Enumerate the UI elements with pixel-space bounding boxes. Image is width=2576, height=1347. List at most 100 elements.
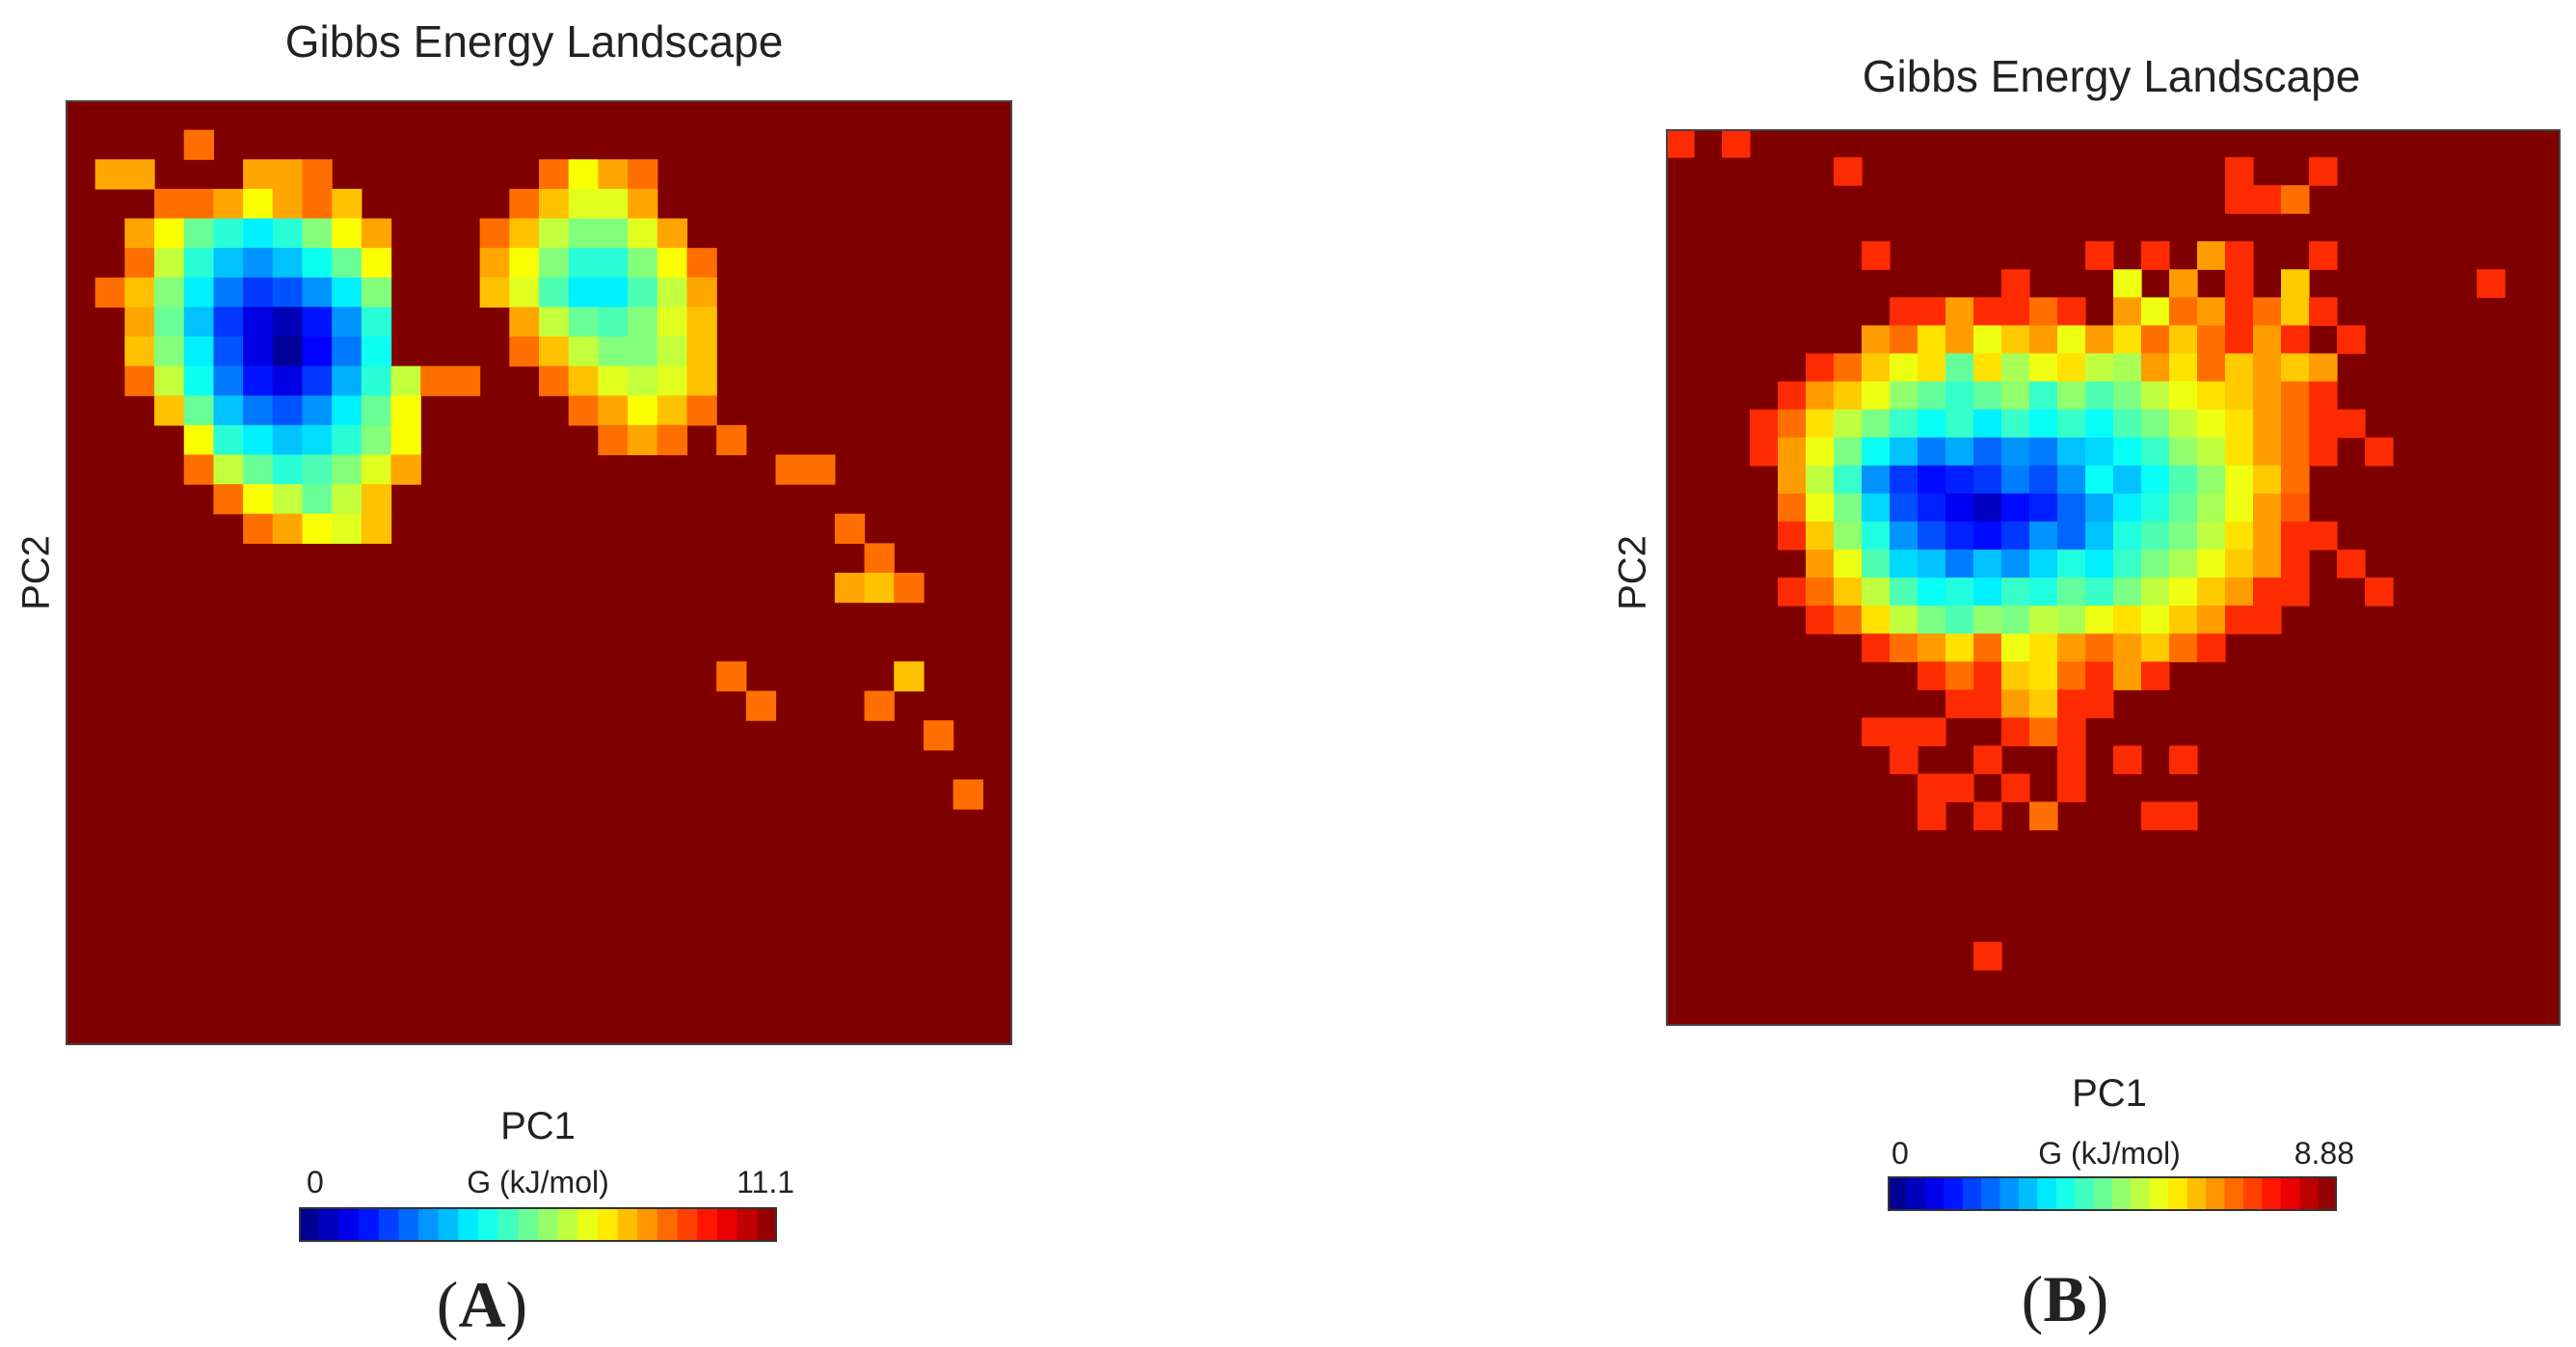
heatmap-cell: [243, 159, 274, 190]
heatmap-cell: [2281, 493, 2310, 523]
heatmap-cell: [213, 365, 244, 396]
heatmap-cell: [213, 395, 244, 426]
heatmap-cell: [1890, 409, 1919, 439]
heatmap-cell: [302, 395, 333, 426]
colorbar-segment: [418, 1207, 440, 1242]
heatmap-cell: [2253, 493, 2282, 523]
colorbar-segment: [1981, 1176, 2001, 1211]
heatmap-cell: [598, 365, 629, 396]
heatmap-cell: [2057, 409, 2086, 439]
heatmap-cell: [361, 513, 392, 544]
heatmap-cell: [272, 513, 304, 544]
colorbar-segment: [359, 1207, 380, 1242]
heatmap-cell: [2141, 465, 2170, 495]
heatmap-cell: [1834, 381, 1863, 411]
heatmap-cell: [2113, 549, 2142, 579]
heatmap-cell: [2225, 521, 2254, 551]
colorbar-segment: [717, 1207, 738, 1242]
colorbar-segment: [697, 1207, 718, 1242]
heatmap-cell: [1834, 157, 1863, 186]
heatmap-cell: [272, 337, 304, 367]
heatmap-cell: [302, 424, 333, 456]
heatmap-cell: [2141, 661, 2170, 690]
heatmap-cell: [361, 307, 392, 337]
plot-frame: [66, 100, 1012, 1045]
heatmap-cell: [2113, 297, 2142, 327]
heatmap-cell: [2141, 325, 2170, 355]
heatmap-cell: [2001, 606, 2030, 634]
heatmap-cell: [2001, 465, 2030, 495]
heatmap-cell: [1862, 241, 1891, 270]
heatmap-cell: [1918, 465, 1946, 495]
heatmap-cell: [598, 188, 629, 220]
heatmap-cell: [2001, 325, 2030, 355]
heatmap-cell: [1890, 549, 1919, 579]
heatmap-cell: [568, 365, 599, 396]
heatmap-cell: [2029, 353, 2058, 383]
heatmap-cell: [243, 188, 274, 220]
heatmap-cell: [628, 277, 658, 308]
heatmap-cell: [183, 218, 215, 249]
heatmap-cell: [243, 248, 274, 279]
heatmap-cell: [2029, 689, 2058, 718]
heatmap-cell: [2281, 578, 2310, 606]
heatmap-cell: [154, 218, 185, 249]
heatmap-cell: [509, 307, 540, 337]
heatmap-cell: [183, 395, 215, 426]
colorbar-segment: [1944, 1176, 1964, 1211]
heatmap-cell: [272, 365, 304, 396]
heatmap-cell: [1973, 661, 2002, 690]
heatmap-cell: [2113, 269, 2142, 298]
heatmap-cell: [2197, 325, 2226, 355]
heatmap-cell: [1834, 549, 1863, 579]
heatmap-cell: [124, 218, 155, 249]
heatmap-cell: [1778, 578, 1807, 606]
heatmap-cell: [2029, 549, 2058, 579]
heatmap-cell: [272, 395, 304, 426]
heatmap-cell: [332, 424, 362, 456]
heatmap-cell: [1973, 549, 2002, 579]
heatmap-cell: [2001, 297, 2030, 327]
heatmap-cell: [361, 454, 392, 485]
heatmap-cell: [2169, 493, 2198, 523]
heatmap-cell: [479, 277, 510, 308]
heatmap-cell: [598, 277, 629, 308]
heatmap-cell: [243, 307, 274, 337]
heatmap-cell: [1778, 493, 1807, 523]
heatmap-cell: [539, 307, 570, 337]
heatmap-cell: [2309, 381, 2338, 411]
colorbar-segment: [2037, 1176, 2057, 1211]
heatmap-cell: [1973, 297, 2002, 327]
heatmap-cell: [2141, 549, 2170, 579]
heatmap-cell: [2169, 325, 2198, 355]
heatmap-cell: [2029, 578, 2058, 606]
heatmap-cell: [2197, 578, 2226, 606]
heatmap-cell: [2141, 493, 2170, 523]
heatmap-cell: [154, 307, 185, 337]
x-axis-label: PC1: [500, 1105, 576, 1147]
plot-frame: [1666, 129, 2561, 1026]
heatmap-cell: [1862, 578, 1891, 606]
heatmap-cell: [834, 573, 866, 604]
colorbar-segment: [2131, 1176, 2151, 1211]
heatmap-cell: [243, 337, 274, 367]
heatmap-cell: [628, 365, 658, 396]
heatmap-cell: [2169, 465, 2198, 495]
heatmap-cell: [2169, 633, 2198, 662]
heatmap-cell: [657, 365, 688, 396]
colorbar-max-label: 8.88: [2294, 1136, 2354, 1171]
heatmap-cell: [1945, 633, 1974, 662]
heatmap-cell: [1945, 465, 1974, 495]
heatmap-cell: [2001, 381, 2030, 411]
heatmap-cell: [598, 159, 629, 190]
heatmap-cell: [598, 307, 629, 337]
heatmap-cell: [1973, 801, 2002, 831]
heatmap-cell: [302, 277, 333, 308]
colorbar-frame: [299, 1207, 777, 1242]
heatmap-cell: [2309, 241, 2338, 270]
heatmap-cell: [1945, 689, 1974, 718]
heatmap-cell: [1918, 773, 1946, 803]
heatmap-cell: [243, 424, 274, 456]
heatmap-cell: [1862, 353, 1891, 383]
heatmap-cell: [2113, 409, 2142, 439]
